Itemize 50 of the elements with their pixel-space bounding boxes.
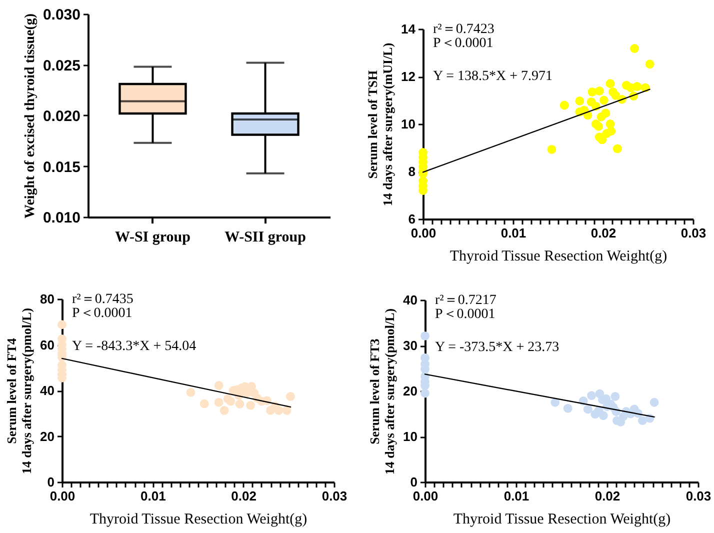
- x-tick-label: 0.01: [504, 488, 530, 504]
- annotation: P＜0.0001: [72, 306, 132, 321]
- y-tick-label: 0.025: [42, 57, 80, 74]
- y-tick-label: 0.020: [42, 108, 80, 125]
- x-axis-title: Thyroid Tissue Resection Weight(g): [90, 512, 308, 528]
- y-tick-label: 40: [403, 292, 418, 308]
- x-tick-label: 0.03: [680, 226, 706, 240]
- y-tick-label: 20: [403, 384, 418, 398]
- x-tick-label: 0.03: [322, 488, 348, 504]
- annotation: Y = -843.3*X + 54.04: [72, 339, 196, 354]
- annotation: r²＝0.7423: [433, 22, 494, 37]
- x-axis-title: Thyroid Tissue Resection Weight(g): [453, 512, 671, 528]
- annotation: r²＝0.7435: [72, 292, 134, 307]
- y-tick-label: 80: [40, 292, 54, 306]
- annotation: P＜0.0001: [435, 307, 496, 322]
- y-tick-label: 0.030: [42, 6, 80, 24]
- y-axis-title: Serum level of FT3 14 days after surgery(pmol/L): [367, 308, 398, 475]
- annotation: r²＝0.7217: [435, 293, 496, 308]
- y-tick-label: 12: [401, 69, 416, 84]
- y-tick-label: 14: [401, 22, 416, 36]
- x-tick-label: 0.00: [412, 488, 438, 504]
- annotation: Y = -373.5*X + 23.73: [435, 340, 560, 355]
- annotation: Y = 138.5*X + 7.971: [433, 69, 552, 84]
- y-tick-label: 20: [40, 428, 54, 444]
- x-tick-label: W-SI group: [114, 230, 190, 246]
- y-tick-label: 30: [403, 338, 418, 353]
- x-tick-label: 0.00: [410, 226, 436, 240]
- y-axis-title: Serum level of TSH 14 days after surgery(mUI/L): [365, 42, 396, 206]
- y-tick-label: 60: [40, 337, 54, 352]
- x-tick-label: 0.03: [686, 488, 712, 504]
- y-tick-label: 8: [408, 164, 416, 179]
- y-tick-label: 0.010: [42, 210, 80, 226]
- x-tick-label: 0.01: [140, 488, 166, 504]
- x-tick-label: 0.00: [50, 488, 76, 504]
- y-axis-title: Weight of excised thyroid tissue(g): [22, 13, 38, 219]
- y-tick-label: 0: [410, 474, 418, 490]
- y-tick-label: 6: [408, 212, 416, 226]
- y-tick-label: 0: [47, 474, 54, 490]
- x-tick-label: 0.01: [500, 226, 526, 240]
- y-tick-label: 40: [40, 383, 54, 398]
- x-tick-label: 0.02: [594, 488, 620, 504]
- annotation: P＜0.0001: [433, 36, 494, 51]
- y-tick-label: 10: [401, 116, 416, 132]
- y-tick-label: 0.015: [42, 158, 80, 176]
- y-tick-label: 10: [403, 429, 418, 444]
- y-axis-title: Serum level of FT4 14 days after surgery(pmol/L): [4, 308, 34, 474]
- x-axis-title: Thyroid Tissue Resection Weight(g): [450, 248, 668, 264]
- x-tick-label: 0.02: [590, 226, 616, 240]
- x-tick-label: W-SII group: [224, 230, 306, 246]
- x-tick-label: 0.02: [231, 488, 256, 504]
